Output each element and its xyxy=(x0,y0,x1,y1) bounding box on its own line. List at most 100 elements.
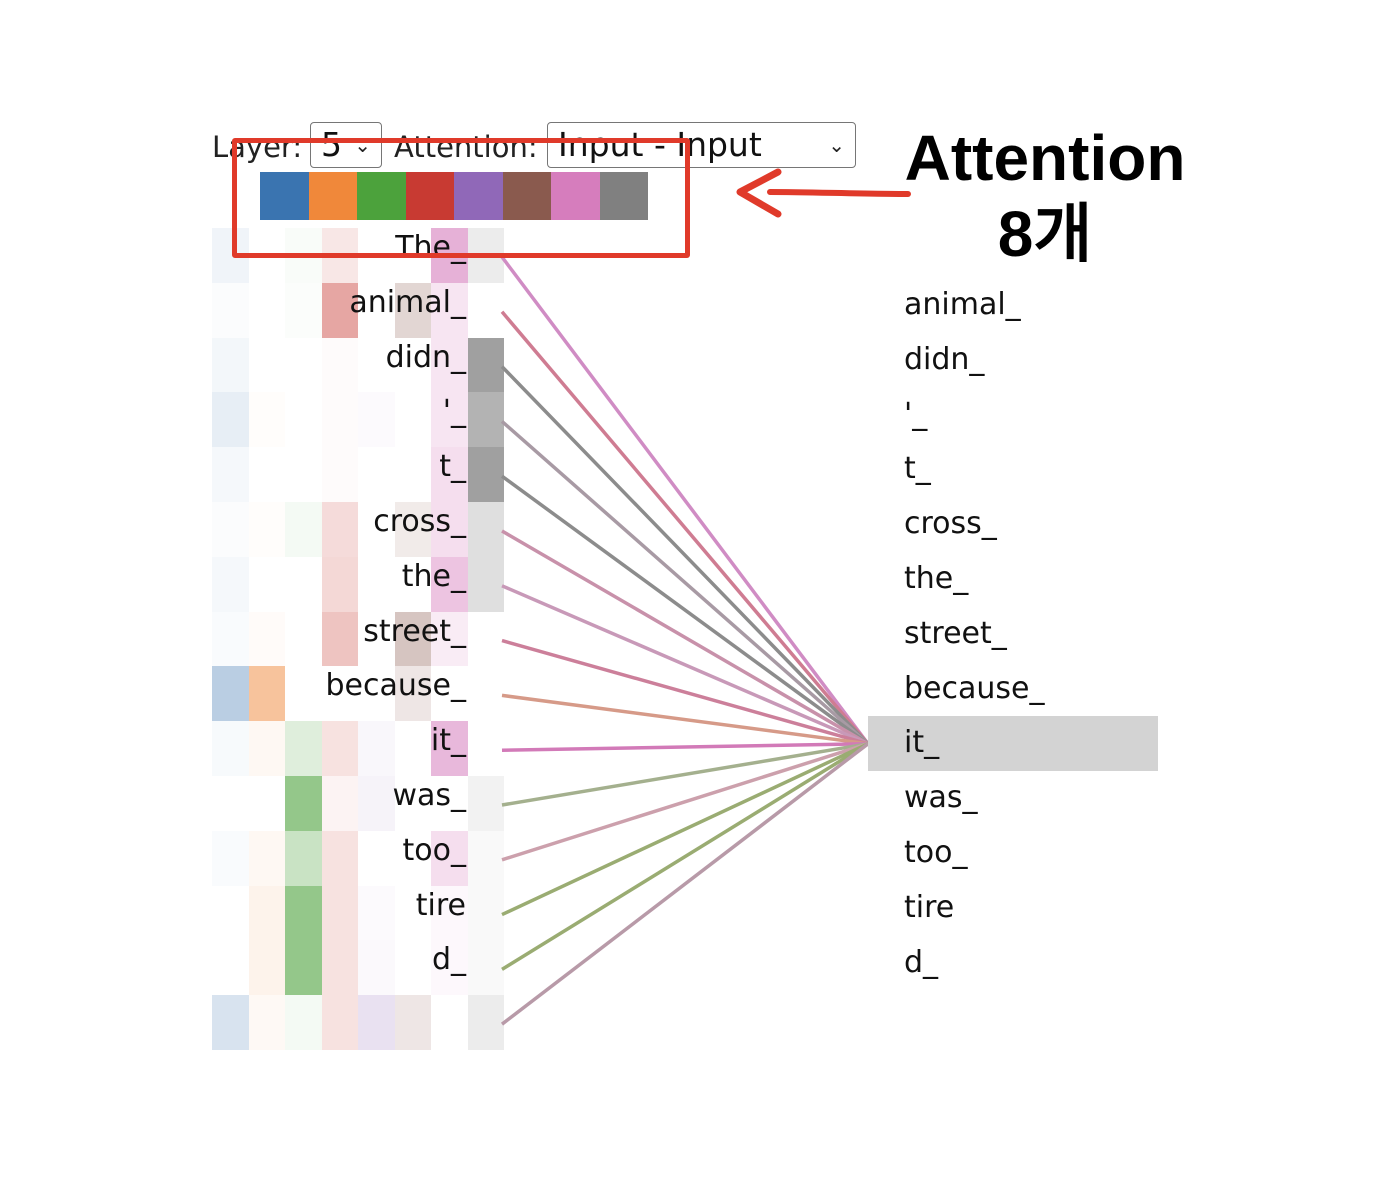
left-token[interactable]: animal_ xyxy=(349,284,466,320)
left-token[interactable] xyxy=(212,988,466,1043)
attention-line xyxy=(501,742,869,807)
right-token[interactable]: was_ xyxy=(904,780,978,816)
heat-cell xyxy=(431,721,468,776)
left-token[interactable]: too_ xyxy=(402,832,466,868)
heat-cell xyxy=(467,502,504,557)
layer-select-value: 5 xyxy=(321,125,342,164)
attention-line xyxy=(500,310,870,745)
heat-cell xyxy=(321,776,358,831)
heat-cell xyxy=(285,721,322,776)
heat-cell xyxy=(358,776,395,831)
head-swatch-1[interactable] xyxy=(260,172,309,220)
right-token[interactable]: too_ xyxy=(904,835,968,870)
left-token[interactable]: The_ xyxy=(395,230,466,265)
attention-line xyxy=(500,255,870,745)
heat-cell xyxy=(431,392,468,448)
heat-cell xyxy=(321,830,358,886)
right-token[interactable]: t_ xyxy=(904,451,931,487)
heat-cell xyxy=(248,995,285,1050)
attention-line xyxy=(501,693,869,746)
heat-cell xyxy=(321,721,358,776)
layer-label: Layer: xyxy=(212,130,303,164)
left-token[interactable]: '_ xyxy=(442,394,466,430)
left-token[interactable]: the_ xyxy=(401,558,466,594)
attention-line xyxy=(500,474,870,746)
left-token[interactable]: cross_ xyxy=(373,504,466,539)
heat-cell xyxy=(431,447,468,502)
left-token[interactable]: d_ xyxy=(431,942,466,978)
heat-cell xyxy=(467,447,504,502)
left-token[interactable]: tire xyxy=(415,887,466,923)
heat-cell xyxy=(321,940,358,996)
heat-cell xyxy=(321,611,358,667)
head-swatch-2[interactable] xyxy=(308,172,357,220)
heat-cell xyxy=(467,337,504,393)
heat-cell xyxy=(358,995,395,1050)
heat-cell xyxy=(394,666,431,722)
head-swatch-8[interactable] xyxy=(599,172,648,220)
layer-select[interactable]: 5 ⌄ xyxy=(310,122,382,168)
head-swatch-3[interactable] xyxy=(357,172,406,220)
right-token[interactable]: '_ xyxy=(904,396,928,432)
heat-cell xyxy=(248,721,285,776)
heat-cell xyxy=(358,721,395,776)
heat-cell xyxy=(467,940,504,996)
left-token[interactable]: it_ xyxy=(430,723,466,759)
right-token[interactable]: tire xyxy=(904,889,955,925)
heat-cell xyxy=(431,940,468,996)
heat-cell xyxy=(212,995,249,1050)
heat-cell xyxy=(467,995,504,1050)
heat-cell xyxy=(285,776,322,831)
heat-cell xyxy=(467,392,504,448)
heat-cell xyxy=(285,502,322,557)
right-token[interactable]: because_ xyxy=(904,670,1045,706)
left-token[interactable]: street_ xyxy=(363,613,466,649)
head-swatch-6[interactable] xyxy=(502,172,551,220)
chevron-down-icon: ⌄ xyxy=(828,133,845,157)
heat-cell xyxy=(467,776,504,831)
right-token[interactable]: cross_ xyxy=(904,506,997,542)
right-token[interactable]: animal_ xyxy=(904,287,1021,322)
heat-cell xyxy=(212,666,249,722)
heat-cell xyxy=(431,885,468,941)
head-swatch-5[interactable] xyxy=(454,172,503,220)
right-token[interactable]: street_ xyxy=(904,615,1007,651)
right-token[interactable]: d_ xyxy=(904,944,939,980)
heat-cell xyxy=(285,885,322,941)
heat-cell xyxy=(285,995,322,1050)
heat-cell xyxy=(321,282,358,338)
heat-cell xyxy=(248,830,285,886)
attention-line xyxy=(500,365,870,746)
attention-line xyxy=(501,742,869,862)
head-swatch-4[interactable] xyxy=(405,172,454,220)
heat-cell xyxy=(212,556,249,612)
left-token[interactable]: because_ xyxy=(325,668,466,704)
attention-line xyxy=(501,638,869,746)
attention-line xyxy=(501,742,869,917)
heat-cell xyxy=(212,392,249,448)
left-token[interactable]: didn_ xyxy=(385,339,466,375)
left-token[interactable]: t_ xyxy=(439,449,466,485)
heat-cell xyxy=(467,556,504,612)
heat-cell xyxy=(248,885,285,941)
heat-cell xyxy=(431,830,468,886)
heat-cell xyxy=(394,282,431,338)
right-token[interactable]: the_ xyxy=(904,561,969,596)
attention-line xyxy=(501,529,869,746)
annotation-line1: Attention xyxy=(904,122,1186,194)
left-token[interactable]: was_ xyxy=(392,778,466,813)
annotation-highlight-box xyxy=(232,138,690,258)
attention-line xyxy=(501,742,869,971)
heat-cell xyxy=(431,611,468,667)
heat-cell xyxy=(285,940,322,996)
heat-cell xyxy=(212,447,249,502)
heat-cell xyxy=(431,337,468,393)
heat-cell xyxy=(467,830,504,886)
head-swatch-7[interactable] xyxy=(551,172,600,220)
heat-cell xyxy=(394,611,431,667)
right-token-selected[interactable]: it_ xyxy=(868,716,1158,772)
right-token[interactable]: didn_ xyxy=(904,341,985,377)
attention-select[interactable]: Input - Input ⌄ xyxy=(547,122,856,168)
heat-cell xyxy=(431,502,468,557)
